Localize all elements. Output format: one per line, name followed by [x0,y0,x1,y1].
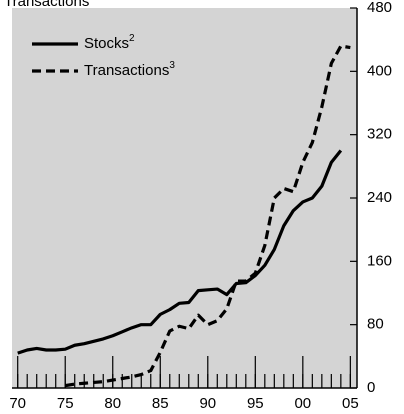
legend-sup: 3 [169,60,175,71]
legend-sup: 2 [129,33,135,44]
chart-title: Transactions [4,0,89,10]
y-tick-label: 80 [367,316,384,333]
y-tick-label: 320 [367,126,392,143]
legend-name: Stocks [84,35,129,52]
x-tick-label: 95 [247,395,264,412]
x-tick-label: 05 [342,395,359,412]
x-tick-label: 70 [9,395,26,412]
x-tick-label: 75 [57,395,74,412]
y-tick-label: 160 [367,252,392,269]
x-tick-label: 90 [199,395,216,412]
legend-label: Stocks2 [84,33,135,52]
x-tick-label: 80 [104,395,121,412]
y-tick-label: 0 [367,379,375,396]
plot-background [12,8,357,388]
series-line [64,44,351,388]
x-tick-label: 85 [152,395,169,412]
legend-name: Transactions [84,62,169,79]
series-line [17,149,343,355]
y-tick-label: 400 [367,62,392,79]
y-tick-label: 240 [367,189,392,206]
legend-label: Transactions3 [84,60,175,79]
y-tick-label: 480 [367,0,392,16]
x-tick-label: 00 [294,395,311,412]
top-band [0,0,404,8]
